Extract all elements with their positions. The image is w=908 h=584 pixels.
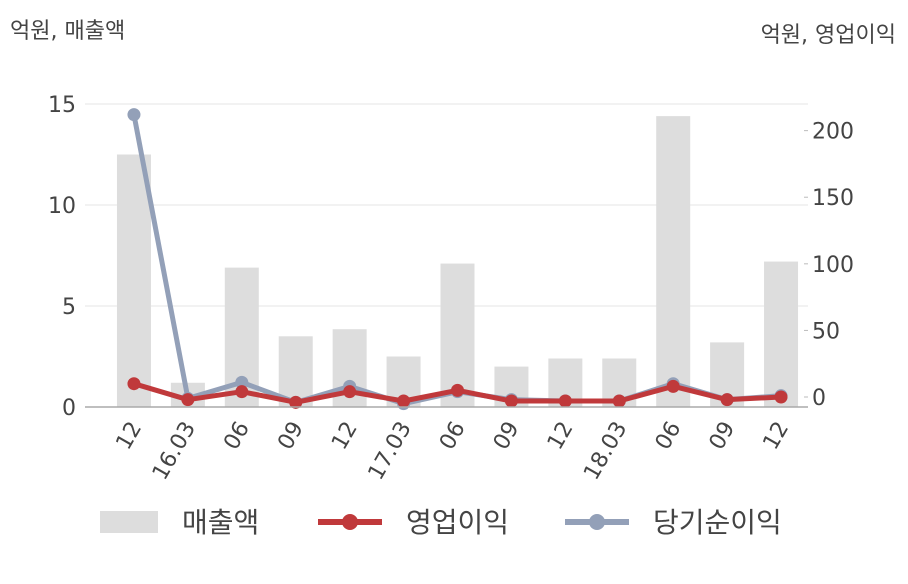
- point: [127, 377, 141, 391]
- x-tick-label: 18.03: [579, 418, 632, 485]
- x-tick-label: 09: [705, 418, 741, 455]
- legend-swatch: [342, 514, 358, 530]
- y2-tick-label: 0: [812, 386, 826, 411]
- point: [235, 375, 249, 389]
- legend-label: 영업이익: [406, 506, 509, 539]
- bars: [116, 116, 799, 408]
- point: [774, 390, 788, 404]
- bar: [116, 154, 151, 407]
- x-tick-label: 12: [543, 418, 579, 455]
- x-tick-label: 06: [219, 418, 255, 455]
- y2-tick-label: 150: [812, 186, 854, 211]
- y-tick-label: 5: [62, 295, 76, 320]
- y2-unit: 억원, 영업이익: [761, 23, 896, 48]
- y2-tick-label: 100: [812, 253, 854, 278]
- bar: [764, 261, 799, 407]
- y-tick-label: 15: [48, 93, 76, 118]
- x-tick-label: 12: [112, 418, 148, 455]
- point: [666, 379, 680, 393]
- x-tick-label: 09: [489, 418, 525, 455]
- point: [235, 385, 249, 399]
- point: [127, 108, 141, 122]
- point: [289, 395, 303, 409]
- y2-tick-label: 200: [812, 120, 854, 145]
- y-tick-label: 10: [48, 194, 76, 219]
- x-tick-label: 16.03: [148, 418, 201, 485]
- x-tick-label: 12: [327, 418, 363, 455]
- x-tick-label: 06: [651, 418, 687, 455]
- bar: [278, 336, 313, 407]
- legend-swatch: [589, 514, 605, 530]
- x-tick-label: 09: [273, 418, 309, 455]
- point: [181, 393, 195, 407]
- legend-label: 당기순이익: [653, 506, 782, 539]
- y2-tick-label: 50: [812, 319, 840, 344]
- point: [397, 394, 411, 408]
- point: [451, 383, 464, 397]
- point: [558, 394, 572, 408]
- y-tick-label: 0: [62, 396, 76, 421]
- point: [504, 394, 518, 408]
- point: [343, 385, 357, 399]
- bar: [656, 116, 691, 408]
- lines: [127, 108, 788, 411]
- bar: [440, 263, 475, 407]
- point: [612, 394, 626, 408]
- y-unit: 억원, 매출액: [10, 19, 125, 44]
- legend-swatch: [100, 511, 158, 533]
- point: [720, 393, 734, 407]
- x-tick-label: 17.03: [364, 418, 417, 485]
- legend-label: 매출액: [182, 506, 259, 539]
- x-tick-label: 12: [759, 418, 795, 455]
- x-tick-label: 06: [435, 418, 471, 455]
